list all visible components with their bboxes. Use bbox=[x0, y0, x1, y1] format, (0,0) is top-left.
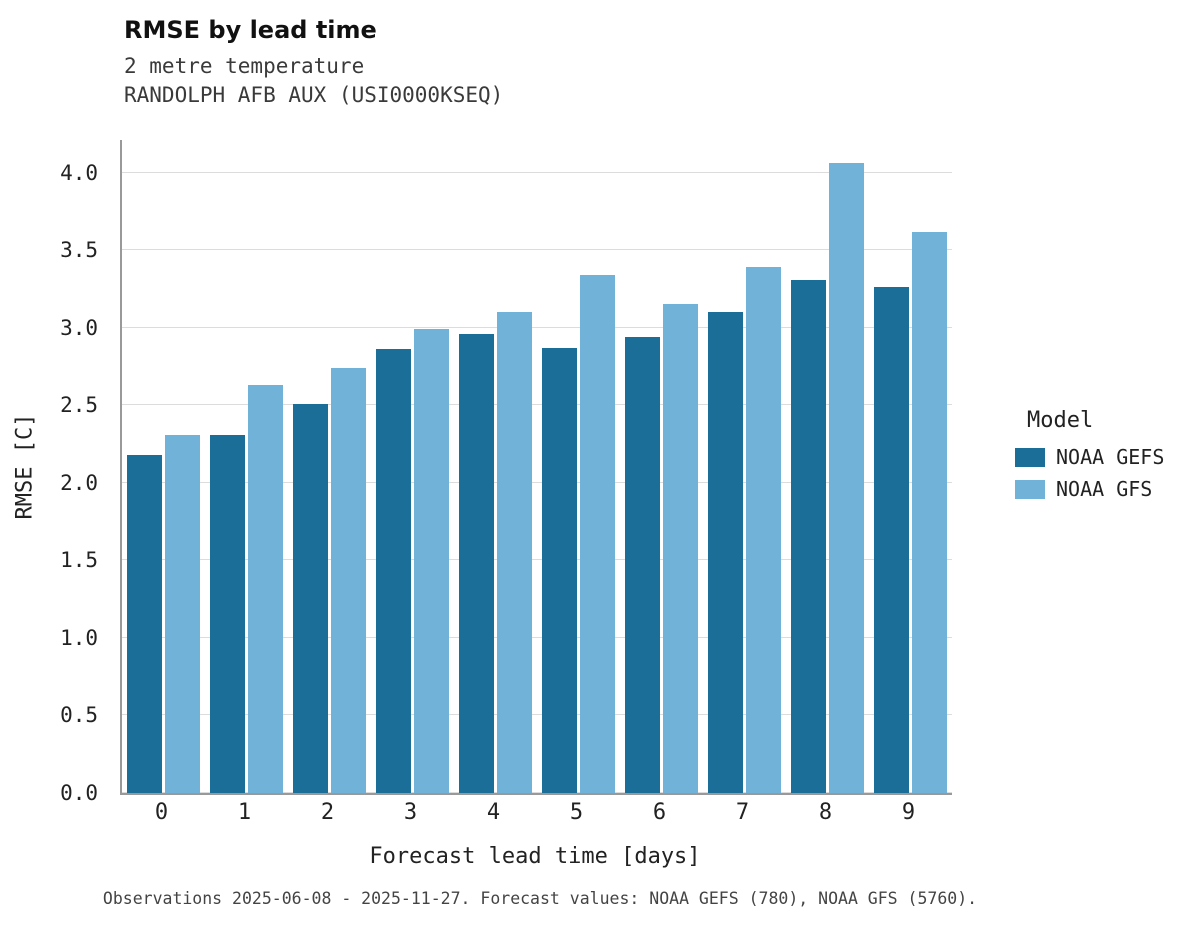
bar-noaa-gefs bbox=[791, 279, 826, 793]
bar-noaa-gefs bbox=[210, 434, 245, 793]
bar-noaa-gfs bbox=[829, 163, 864, 793]
gridlines bbox=[122, 140, 952, 793]
bar-noaa-gfs bbox=[912, 231, 947, 793]
chart-subtitle-station: RANDOLPH AFB AUX (USI0000KSEQ) bbox=[124, 82, 504, 107]
y-tick-label: 2.5 bbox=[60, 393, 98, 418]
y-tick-label: 4.0 bbox=[60, 160, 98, 185]
legend: Model NOAA GEFS NOAA GFS bbox=[1015, 408, 1164, 509]
bar-group bbox=[786, 140, 869, 793]
bar-noaa-gfs bbox=[165, 434, 200, 793]
bar-noaa-gfs bbox=[746, 267, 781, 793]
bar-group bbox=[454, 140, 537, 793]
y-tick-label: 0.5 bbox=[60, 703, 98, 728]
y-tick-label: 0.0 bbox=[60, 781, 98, 805]
gridline bbox=[122, 326, 952, 328]
legend-entries: NOAA GEFS NOAA GFS bbox=[1015, 445, 1164, 501]
x-tick-label: 0 bbox=[154, 800, 169, 825]
title-block: RMSE by lead time 2 metre temperature RA… bbox=[124, 16, 503, 110]
bar-noaa-gfs bbox=[331, 368, 366, 793]
chart-subtitle-variable: 2 metre temperature bbox=[124, 54, 365, 78]
plot-area bbox=[120, 140, 952, 795]
legend-entry: NOAA GEFS bbox=[1015, 445, 1164, 469]
bar-group bbox=[371, 140, 454, 793]
bar-groups bbox=[122, 140, 952, 793]
bar-noaa-gefs bbox=[542, 347, 577, 793]
bar-group bbox=[205, 140, 288, 793]
chart-title: RMSE by lead time bbox=[124, 16, 377, 44]
legend-swatch bbox=[1015, 447, 1045, 467]
x-axis-label: Forecast lead time [days] bbox=[369, 844, 701, 869]
x-tick-label: 9 bbox=[901, 800, 916, 825]
gridline bbox=[122, 714, 952, 716]
y-tick-label: 1.0 bbox=[60, 625, 98, 650]
bar-noaa-gefs bbox=[376, 349, 411, 793]
gridline bbox=[122, 559, 952, 561]
bar-noaa-gefs bbox=[708, 312, 743, 793]
bar-noaa-gefs bbox=[874, 287, 909, 793]
bar-group bbox=[869, 140, 952, 793]
legend-swatch bbox=[1015, 479, 1045, 499]
bar-noaa-gefs bbox=[459, 333, 494, 793]
caption: Observations 2025-06-08 - 2025-11-27. Fo… bbox=[102, 889, 978, 908]
legend-title: Model bbox=[1027, 408, 1094, 433]
gridline bbox=[122, 171, 952, 173]
bar-group bbox=[288, 140, 371, 793]
bar-noaa-gefs bbox=[625, 337, 660, 793]
y-tick-label: 1.5 bbox=[60, 548, 98, 573]
bar-noaa-gfs bbox=[663, 304, 698, 793]
bar-group bbox=[620, 140, 703, 793]
gridline bbox=[122, 792, 952, 793]
x-tick-label: 5 bbox=[569, 800, 584, 825]
legend-entry: NOAA GFS bbox=[1015, 477, 1164, 501]
x-tick-labels: 0 1 2 3 4 5 6 7 8 9 bbox=[120, 800, 950, 825]
x-tick-label: 6 bbox=[652, 800, 667, 825]
y-tick-labels: 0.0 0.5 1.0 1.5 2.0 2.5 3.0 3.5 4.0 bbox=[0, 140, 108, 805]
x-tick-label: 3 bbox=[403, 800, 418, 825]
x-tick-label: 7 bbox=[735, 800, 750, 825]
bar-noaa-gefs bbox=[293, 403, 328, 793]
x-tick-label: 2 bbox=[320, 800, 335, 825]
x-tick-label: 4 bbox=[486, 800, 501, 825]
bar-noaa-gfs bbox=[414, 329, 449, 793]
bar-noaa-gfs bbox=[497, 312, 532, 793]
gridline bbox=[122, 404, 952, 406]
bar-group bbox=[703, 140, 786, 793]
legend-label: NOAA GEFS bbox=[1056, 445, 1165, 469]
bar-noaa-gfs bbox=[580, 274, 615, 793]
bar-group bbox=[122, 140, 205, 793]
x-tick-label: 8 bbox=[818, 800, 833, 825]
y-tick-label: 2.0 bbox=[60, 470, 98, 495]
bar-noaa-gfs bbox=[248, 385, 283, 793]
y-tick-label: 3.5 bbox=[60, 238, 98, 263]
gridline bbox=[122, 481, 952, 483]
bar-noaa-gefs bbox=[127, 454, 162, 793]
y-tick-label: 3.0 bbox=[60, 315, 98, 340]
bar-group bbox=[537, 140, 620, 793]
legend-label: NOAA GFS bbox=[1056, 477, 1153, 501]
gridline bbox=[122, 249, 952, 251]
gridline bbox=[122, 636, 952, 638]
x-tick-label: 1 bbox=[237, 800, 252, 825]
